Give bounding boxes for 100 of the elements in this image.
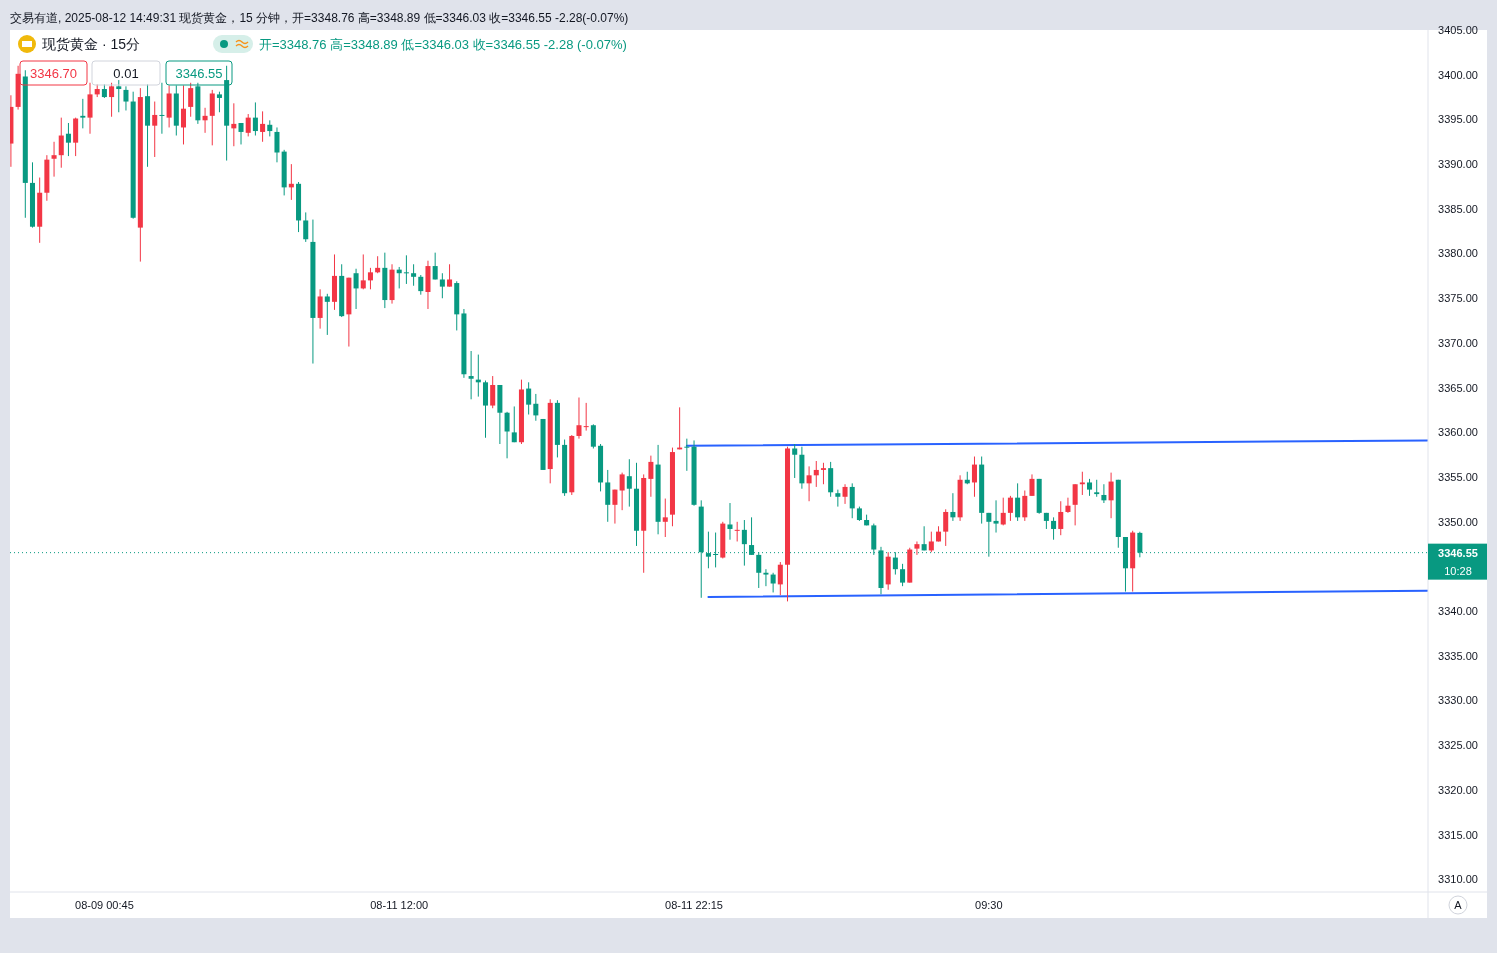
candlestick [238, 122, 244, 145]
candlestick [684, 438, 690, 472]
candlestick [648, 455, 654, 498]
y-tick-label: 3375.00 [1438, 292, 1478, 305]
y-tick-label: 3335.00 [1438, 649, 1478, 662]
candlestick [734, 521, 740, 542]
y-tick-label: 3370.00 [1438, 336, 1478, 349]
y-tick-label: 3360.00 [1438, 426, 1478, 439]
candlestick [411, 263, 417, 287]
y-tick-label: 3390.00 [1438, 157, 1478, 170]
text: 交易有道, 2025-08-12 14:49:31 现货黄金，15 分钟，开=3348.76 高=3348.89 低=3346.03 收=3346.55 -2.28(-0.07%) [10, 11, 629, 25]
y-tick-label: 3380.00 [1438, 247, 1478, 260]
y-tick-label: 3355.00 [1438, 470, 1478, 483]
candlestick [482, 380, 489, 439]
text: 现货黄金 · 15分 [42, 36, 141, 52]
candlestick [353, 268, 359, 310]
candlestick [447, 263, 453, 288]
candlestick [1108, 472, 1114, 519]
candlestick [87, 82, 93, 135]
candlestick [317, 288, 323, 330]
candlestick [619, 472, 625, 511]
candlestick [504, 411, 510, 459]
x-tick-label: 08-11 12:00 [370, 899, 429, 911]
text: A [1454, 898, 1463, 911]
candlestick [971, 456, 977, 498]
candlestick [583, 402, 589, 432]
candlestick [432, 252, 438, 280]
y-tick-label: 3320.00 [1438, 783, 1478, 796]
candlestick [662, 498, 668, 538]
candlestick [252, 101, 258, 137]
y-tick-label: 3325.00 [1438, 739, 1478, 752]
candlestick [245, 113, 251, 137]
candlestick [914, 540, 920, 556]
candlestick [1065, 497, 1071, 514]
annotation: 0.01 [113, 65, 139, 81]
candlestick [928, 531, 934, 553]
y-tick-label: 3315.00 [1438, 828, 1478, 841]
candlestick [1079, 471, 1085, 496]
candlestick [770, 572, 776, 593]
candlestick [51, 141, 57, 178]
candlestick [820, 462, 826, 485]
candlestick [612, 489, 618, 525]
candlestick [58, 117, 64, 169]
candlestick [813, 460, 819, 488]
candlestick [792, 443, 798, 479]
candlestick [123, 85, 129, 111]
y-tick-label: 3340.00 [1438, 605, 1478, 618]
candlestick [1072, 483, 1078, 526]
candlestick [209, 89, 215, 146]
candlestick [468, 350, 474, 400]
candlestick [188, 82, 194, 118]
y-tick-label: 3330.00 [1438, 694, 1478, 707]
x-tick-label: 08-09 00:45 [75, 899, 134, 911]
y-tick-label: 3395.00 [1438, 113, 1478, 126]
x-tick-label: 08-11 22:15 [665, 899, 723, 911]
candlestick [1022, 490, 1028, 522]
candlestick [1101, 483, 1107, 504]
y-tick-label: 3405.00 [1438, 23, 1478, 36]
candlestick [403, 254, 409, 285]
y-tick-label: 3310.00 [1438, 873, 1478, 886]
candlestick [367, 267, 373, 290]
candlestick [849, 482, 855, 519]
candlestick [943, 508, 949, 547]
candlestick [590, 423, 596, 449]
candlestick [842, 483, 848, 505]
candlestick [526, 381, 532, 415]
candlestick [180, 84, 187, 145]
y-tick-label: 3400.00 [1438, 68, 1478, 81]
y-tick-label: 3350.00 [1438, 515, 1478, 528]
candlestick [626, 458, 632, 508]
candlestick [159, 82, 165, 135]
candlestick [511, 405, 517, 443]
text: 开=3348.76 高=3348.89 低=3346.03 收=3346.55 -2.28 (-0.07%) [259, 37, 627, 52]
candlestick [950, 492, 956, 522]
x-tick-label: 09:30 [975, 899, 1003, 911]
candlestick [727, 502, 733, 541]
candlestick [1000, 497, 1006, 526]
candlestick [763, 568, 769, 587]
candlestick [80, 98, 86, 129]
candlestick [1007, 495, 1013, 522]
annotation: 3346.55 [175, 65, 223, 81]
candlestick [109, 82, 115, 118]
candlestick [900, 563, 906, 587]
candlestick [260, 110, 266, 143]
y-tick-label: 3385.00 [1438, 202, 1478, 215]
candlestick [274, 126, 280, 163]
candlestick [777, 561, 783, 596]
candlestick [152, 101, 158, 158]
y-tick-label: 3365.00 [1438, 381, 1478, 394]
candlestick [216, 91, 222, 113]
candlestick [360, 253, 366, 290]
candlestick [533, 393, 539, 422]
candlestick [806, 465, 812, 502]
candlestick [576, 397, 582, 440]
ref-line-label: 3346.55 [1438, 546, 1478, 559]
candlestick [324, 293, 330, 336]
candlestick [303, 211, 309, 243]
candlestick [65, 122, 71, 157]
candlestick [1029, 473, 1035, 497]
candlestick [490, 375, 496, 409]
